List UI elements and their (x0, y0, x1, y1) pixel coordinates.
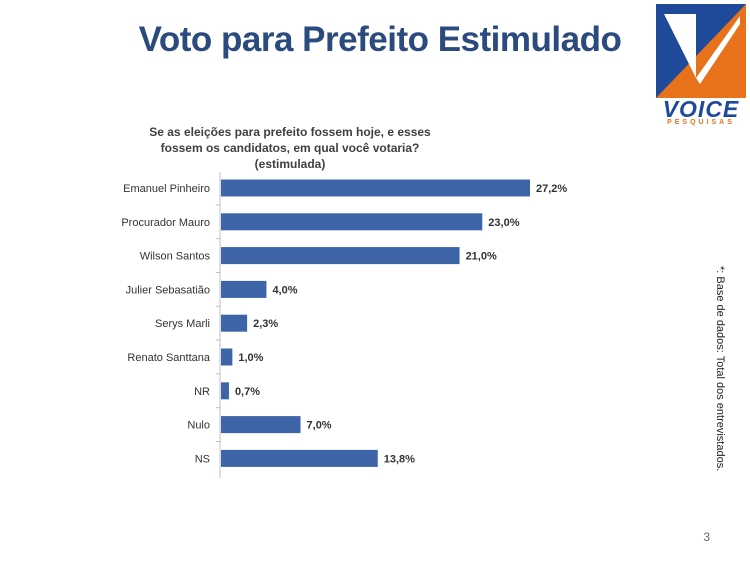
bar (221, 247, 460, 265)
data-label: 27,2% (536, 183, 567, 195)
data-label: 13,8% (384, 453, 415, 465)
page-title: Voto para Prefeito Estimulado (138, 20, 622, 59)
bar (221, 213, 483, 231)
category-label: Procurador Mauro (121, 217, 210, 229)
category-label: Serys Marli (155, 318, 210, 330)
bar (221, 449, 378, 467)
bar (221, 382, 229, 400)
category-label: Renato Santtana (127, 352, 210, 364)
category-label: Nulo (187, 420, 210, 432)
bar (221, 179, 530, 197)
chart-question: Se as eleições para prefeito fossem hoje… (149, 125, 431, 171)
bar (221, 348, 233, 366)
logo-subtitle: PESQUISAS (667, 119, 735, 126)
bar (221, 416, 301, 434)
category-label: NS (195, 453, 210, 465)
category-label: NR (194, 386, 210, 398)
logo-emblem-icon (656, 4, 746, 98)
data-label: 0,7% (235, 386, 260, 398)
data-label: 7,0% (307, 420, 332, 432)
category-label: Emanuel Pinheiro (123, 183, 210, 195)
logo-wordmark: VOICE (662, 96, 740, 122)
page-number: 3 (703, 530, 710, 544)
data-label: 2,3% (253, 318, 278, 330)
category-label: Wilson Santos (140, 251, 211, 263)
category-label: Julier Sebasatião (126, 284, 210, 296)
data-label: 4,0% (272, 284, 297, 296)
bar (221, 314, 248, 332)
voice-logo: VOICE PESQUISAS (656, 4, 746, 128)
data-label: 1,0% (238, 352, 263, 364)
data-label: 21,0% (466, 251, 497, 263)
footnote: *: Base de dados: Total dos entrevistado… (714, 266, 726, 472)
data-label: 23,0% (488, 217, 519, 229)
bar (221, 280, 267, 298)
